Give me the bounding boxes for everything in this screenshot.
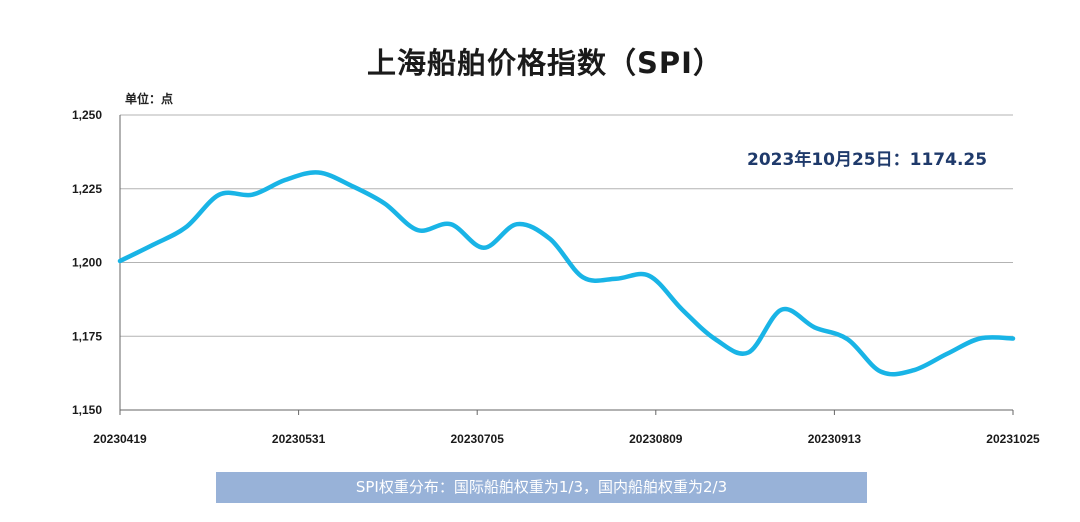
y-tick-label: 1,150	[72, 403, 102, 417]
x-tick-label: 20230705	[451, 432, 505, 446]
y-axis-unit-label: 单位：点	[125, 92, 174, 106]
series-group	[117, 170, 1016, 377]
y-tick-label: 1,225	[72, 182, 102, 196]
x-tick-label: 20230913	[808, 432, 862, 446]
chart-title: 上海船舶价格指数（SPI）	[367, 46, 723, 80]
y-tick-label: 1,175	[72, 329, 102, 343]
x-tick-label: 20230531	[272, 432, 326, 446]
x-tick-label: 20230419	[93, 432, 147, 446]
series-line	[117, 170, 1016, 377]
y-tick-label: 1,200	[72, 256, 102, 270]
x-tick-labels: 20230419 20230531 20230705 20230809 20230913…	[93, 432, 1040, 446]
x-tick-label: 20230809	[629, 432, 683, 446]
weight-footnote: SPI权重分布：国际船舶权重为1/3，国内船舶权重为2/3	[216, 472, 867, 503]
line-chart: 1,150 1,175 1,200 1,225 1,250 20230419 202305…	[72, 108, 1040, 446]
y-tick-label: 1,250	[72, 108, 102, 122]
x-tick-label: 20231025	[986, 432, 1040, 446]
latest-value-annotation: 2023年10月25日：1174.25	[747, 150, 988, 170]
y-tick-labels: 1,150 1,175 1,200 1,225 1,250	[72, 108, 102, 417]
